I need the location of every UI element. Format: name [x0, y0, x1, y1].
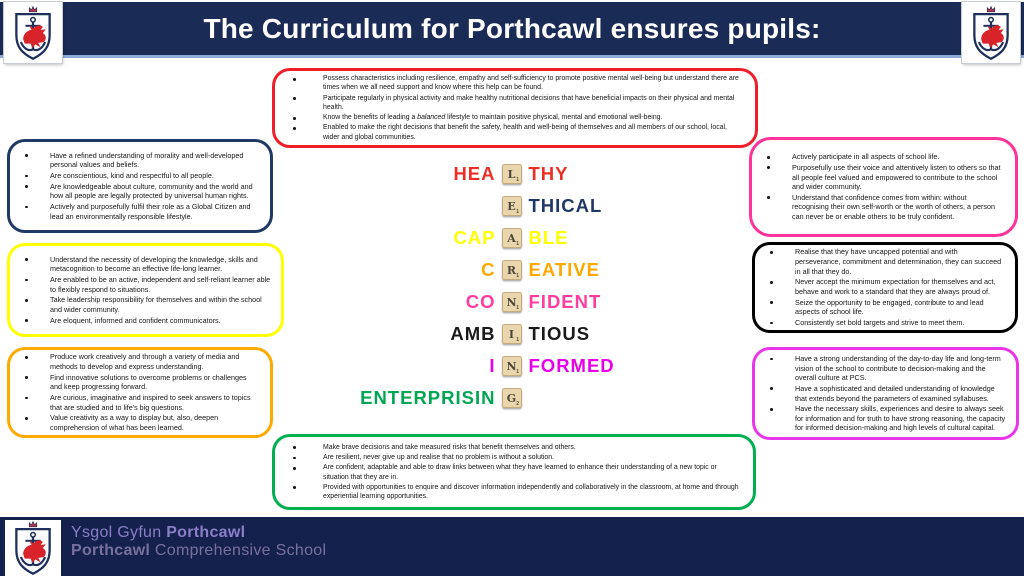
acrostic-word-healthy: HEA L 1 THY	[297, 158, 727, 190]
word-segment: C	[481, 259, 496, 280]
capable-box: Understand the necessity of developing t…	[7, 243, 284, 337]
bullet-item: Take leadership responsibility for thems…	[10, 295, 271, 314]
bullet-item: Participate regularly in physical activi…	[275, 94, 745, 113]
bullet-item: Have a refined understanding of morality…	[10, 151, 260, 170]
word-segment: FORMED	[528, 355, 615, 376]
ambitious-bullets: Realise that they have uncapped potentia…	[755, 242, 1015, 332]
bullet-item: Are knowledgeable about culture, communi…	[10, 182, 260, 201]
school-name: Ysgol Gyfun Porthcawl Porthcawl Comprehe…	[71, 524, 326, 559]
word-segment: EATIVE	[528, 259, 600, 280]
word-segment: CAP	[453, 227, 496, 248]
informed-box: Have a strong understanding of the day-t…	[752, 347, 1019, 440]
school-crest-icon	[10, 5, 56, 61]
acrostic-word-ethical: E 1 THICAL	[297, 190, 727, 222]
bullet-item: Are resilient, never give up and realise…	[275, 453, 743, 462]
word-segment: THICAL	[528, 195, 603, 216]
bullet-item: Know the benefits of leading a balanced …	[275, 113, 745, 122]
word-segment: FIDENT	[528, 291, 602, 312]
word-segment: THY	[528, 163, 569, 184]
word-segment: AMB	[450, 323, 496, 344]
word-segment: HEA	[453, 163, 496, 184]
bullet-item: Provided with opportunities to enquire a…	[275, 483, 743, 502]
informed-bullets: Have a strong understanding of the day-t…	[755, 349, 1016, 438]
ethical-box: Have a refined understanding of morality…	[7, 139, 273, 233]
word-segment: ENTERPRISIN	[360, 387, 496, 408]
acrostic-word-creative: C R 1 EATIVE	[297, 254, 727, 286]
confident-box: Actively participate in all aspects of s…	[749, 137, 1018, 237]
bullet-item: Are confident, adaptable and able to dra…	[275, 463, 743, 482]
bullet-item: Are curious, imaginative and inspired to…	[10, 393, 260, 412]
bullet-item: Actively and purposefully fulfil their r…	[10, 202, 260, 221]
bullet-item: Have a strong understanding of the day-t…	[755, 354, 1006, 383]
school-crest-footer	[5, 520, 61, 576]
word-segment: CO	[465, 291, 496, 312]
footer-bar	[0, 517, 1024, 576]
enterprising-bullets: Make brave decisions and take measured r…	[275, 438, 753, 507]
bullet-item: Are conscientious, kind and respectful t…	[10, 171, 260, 181]
word-segment: TIOUS	[528, 323, 591, 344]
bullet-item: Understand that confidence comes from wi…	[752, 193, 1005, 222]
bullet-item: Have a sophisticated and detailed unders…	[755, 384, 1006, 403]
enterprising-box: Make brave decisions and take measured r…	[272, 434, 756, 510]
bullet-item: Produce work creatively and through a va…	[10, 352, 260, 371]
page-title: The Curriculum for Porthcawl ensures pup…	[203, 12, 821, 44]
bullet-item: Purposefully use their voice and attenti…	[752, 163, 1005, 192]
school-name-welsh: Ysgol Gyfun Porthcawl	[71, 524, 246, 541]
bullet-item: Actively participate in all aspects of s…	[752, 152, 1005, 162]
bullet-item: Understand the necessity of developing t…	[10, 255, 271, 274]
school-crest-icon	[10, 520, 56, 576]
learning-acrostic: HEA L 1 THY E 1 THICAL CAP A 1 BLE C R 1 EATIVE CO N 1 FID…	[297, 158, 727, 414]
bullet-item: Possess characteristics including resili…	[275, 74, 745, 93]
school-crest-icon	[968, 5, 1014, 61]
acrostic-word-confident: CO N 1 FIDENT	[297, 286, 727, 318]
acrostic-word-enterprising: ENTERPRISIN G 2	[297, 382, 727, 414]
creative-box: Produce work creatively and through a va…	[7, 347, 273, 438]
school-crest-top-left	[4, 2, 62, 63]
school-name-english: Porthcawl Comprehensive School	[71, 541, 327, 559]
bullet-item: Find innovative solutions to overcome pr…	[10, 373, 260, 392]
creative-bullets: Produce work creatively and through a va…	[10, 347, 270, 437]
bullet-item: Enabled to make the right decisions that…	[275, 123, 745, 142]
bullet-item: Never accept the minimum expectation for…	[755, 277, 1005, 296]
header-bar: The Curriculum for Porthcawl ensures pup…	[0, 2, 1024, 58]
ethical-bullets: Have a refined understanding of morality…	[10, 146, 270, 226]
confident-bullets: Actively participate in all aspects of s…	[752, 147, 1015, 226]
acrostic-word-ambitious: AMB I 1 TIOUS	[297, 318, 727, 350]
school-crest-top-right	[962, 2, 1020, 63]
bullet-item: Make brave decisions and take measured r…	[275, 443, 743, 452]
bullet-item: Are eloquent, informed and confident com…	[10, 316, 271, 326]
word-segment: I	[489, 355, 496, 376]
bullet-item: Seize the opportunity to be engaged, con…	[755, 298, 1005, 317]
acrostic-word-capable: CAP A 1 BLE	[297, 222, 727, 254]
acrostic-word-informed: I N 1 FORMED	[297, 350, 727, 382]
bullet-item: Value creativity as a way to display but…	[10, 413, 260, 432]
capable-bullets: Understand the necessity of developing t…	[10, 250, 281, 330]
word-segment: BLE	[528, 227, 569, 248]
bullet-item: Consistently set bold targets and strive…	[755, 318, 1005, 328]
ambitious-box: Realise that they have uncapped potentia…	[752, 242, 1018, 333]
bullet-item: Realise that they have uncapped potentia…	[755, 247, 1005, 276]
healthy-bullets: Possess characteristics including resili…	[275, 69, 755, 147]
healthy-box: Possess characteristics including resili…	[272, 68, 758, 148]
bullet-item: Have the necessary skills, experiences a…	[755, 404, 1006, 433]
bullet-item: Are enabled to be an active, independent…	[10, 275, 271, 294]
